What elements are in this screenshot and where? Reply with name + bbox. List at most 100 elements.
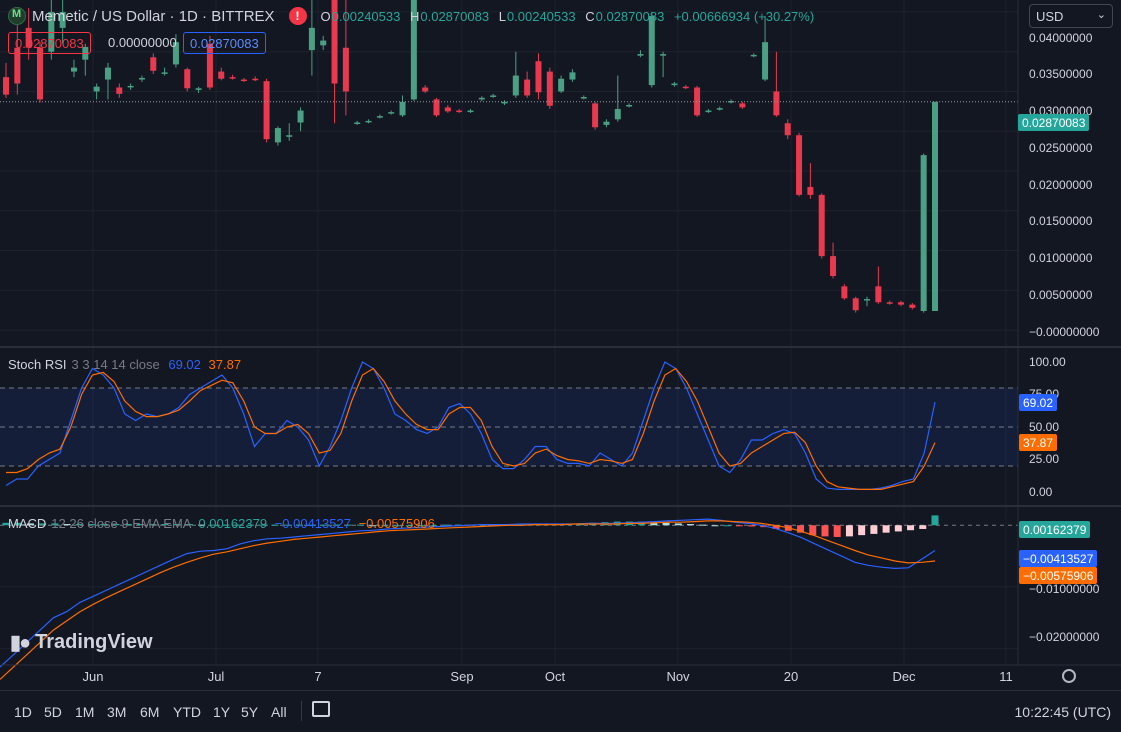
candle xyxy=(104,62,111,100)
candle xyxy=(456,108,463,113)
candle-body xyxy=(116,87,123,94)
candle-body xyxy=(342,47,349,92)
candle-body xyxy=(512,75,519,96)
macd-histogram-bar xyxy=(772,525,780,529)
candle xyxy=(433,97,440,117)
candle xyxy=(478,96,485,102)
candle xyxy=(354,120,361,125)
macd-hist-value: 0.00162379 xyxy=(198,516,268,531)
time-tick: 7 xyxy=(314,669,322,684)
candle xyxy=(524,71,531,98)
macd-params: 12 26 close 9 EMA EMA xyxy=(51,516,191,531)
candle xyxy=(93,83,100,100)
candle-body xyxy=(728,101,735,103)
candle-body xyxy=(138,77,145,80)
candle xyxy=(274,126,281,146)
macd-tick: −0.02000000 xyxy=(1029,630,1100,644)
candle xyxy=(252,76,259,82)
macd-histogram-bar xyxy=(687,524,695,526)
macd-histogram-bar xyxy=(430,525,438,527)
macd-histogram-bar xyxy=(295,524,303,526)
stoch-rsi-pane[interactable] xyxy=(0,361,1018,490)
range-5y-button[interactable]: 5Y xyxy=(241,704,259,720)
candle-body xyxy=(59,11,66,28)
candle xyxy=(546,67,553,109)
ohlc-close-key: C xyxy=(585,8,595,24)
macd-histogram-bar xyxy=(369,525,377,527)
range-5d-button[interactable]: 5D xyxy=(44,704,62,720)
candle-body xyxy=(671,83,678,86)
candle-body xyxy=(456,110,463,113)
macd-histogram-bar xyxy=(723,525,731,527)
range-1m-button[interactable]: 1M xyxy=(75,704,95,720)
candle xyxy=(818,193,825,259)
time-tick: Nov xyxy=(666,669,690,684)
candle xyxy=(399,95,406,117)
macd-histogram-bar xyxy=(308,524,316,526)
alert-icon[interactable]: ! xyxy=(288,7,307,25)
candle xyxy=(773,51,780,117)
range-all-button[interactable]: All xyxy=(271,704,287,720)
macd-histogram-bar xyxy=(650,522,658,526)
candle xyxy=(150,53,157,74)
macd-histogram-bar xyxy=(2,522,10,526)
range-6m-button[interactable]: 6M xyxy=(140,704,160,720)
candle xyxy=(308,0,315,76)
currency-select[interactable]: USD ⌄ xyxy=(1029,4,1113,28)
candle xyxy=(512,51,519,98)
macd-name: MACD xyxy=(8,516,47,531)
price-tick: −0.00000000 xyxy=(1029,325,1100,339)
range-3m-button[interactable]: 3M xyxy=(107,704,127,720)
stoch-tick: 0.00 xyxy=(1029,485,1053,499)
macd-histogram-bar xyxy=(797,525,805,533)
symbol-title[interactable]: Memetic / US Dollar · 1D · BITTREX xyxy=(32,7,275,25)
range-1d-button[interactable]: 1D xyxy=(14,704,32,720)
gear-icon[interactable] xyxy=(1062,669,1076,683)
price-tick: 0.00500000 xyxy=(1029,288,1093,302)
candle-body xyxy=(841,286,848,299)
range-1y-button[interactable]: 1Y xyxy=(213,704,231,720)
macd-tick: −0.01000000 xyxy=(1029,582,1100,596)
buy-price-box[interactable]: 0.02870083 xyxy=(183,32,266,54)
candle xyxy=(25,7,32,60)
tradingview-logo[interactable]: ▮● TradingView xyxy=(10,630,153,655)
time-tick: Dec xyxy=(892,669,916,684)
macd-line xyxy=(0,518,936,668)
candle-body xyxy=(716,108,723,110)
macd-histogram-bar xyxy=(907,525,915,531)
candle-body xyxy=(218,71,225,79)
macd-histogram-bar xyxy=(809,525,817,536)
bottom-toolbar: 1D 5D 1M 3M 6M YTD 1Y 5Y All 10:22:45 (U… xyxy=(0,690,1121,732)
candle xyxy=(852,296,859,313)
candle-body xyxy=(592,103,599,128)
candle-body xyxy=(376,116,383,118)
candle-body xyxy=(172,42,179,65)
macd-histogram-bar xyxy=(699,524,707,526)
candle xyxy=(580,95,587,100)
date-range-icon[interactable] xyxy=(312,701,330,717)
macd-histogram-bar xyxy=(259,524,267,526)
candle-body xyxy=(603,121,610,125)
candle-body xyxy=(580,97,587,99)
stoch-rsi-legend[interactable]: Stoch RSI 3 3 14 14 close 69.02 37.87 xyxy=(8,357,241,372)
price-tick: 0.01500000 xyxy=(1029,214,1093,228)
range-ytd-button[interactable]: YTD xyxy=(173,704,201,720)
sell-price-box[interactable]: 0.02870083 xyxy=(8,32,91,54)
macd-histogram-bar xyxy=(821,525,829,537)
macd-histogram-bar xyxy=(149,524,157,526)
candle xyxy=(161,67,168,76)
candle-body xyxy=(773,91,780,116)
grid-lines xyxy=(0,0,1018,665)
macd-pane[interactable] xyxy=(0,515,1018,680)
macd-legend[interactable]: MACD 12 26 close 9 EMA EMA 0.00162379 −0.… xyxy=(8,516,435,531)
candle xyxy=(807,163,814,199)
candle xyxy=(682,85,689,90)
candle xyxy=(365,119,372,124)
candle-body xyxy=(229,77,236,79)
candle-body xyxy=(886,302,893,304)
candle xyxy=(762,15,769,82)
candle-body xyxy=(932,101,938,312)
candle-body xyxy=(501,101,508,104)
macd-histogram-bar xyxy=(931,515,939,526)
